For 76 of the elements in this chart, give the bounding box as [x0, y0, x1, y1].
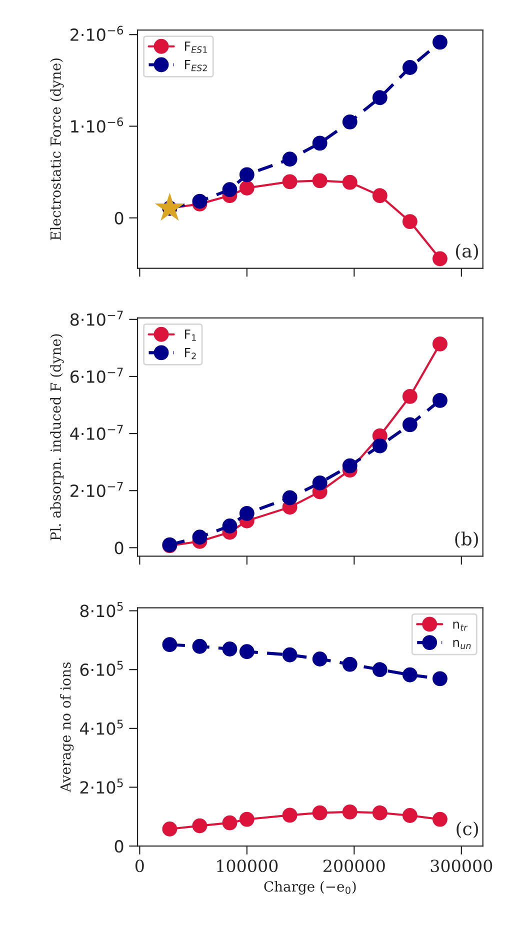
point — [312, 136, 328, 151]
y-tick-label: 2·10$^{−6}$ — [70, 26, 124, 42]
legend-label: n$_{tr}$ — [453, 622, 468, 631]
point — [222, 518, 238, 534]
point — [239, 644, 254, 660]
point — [372, 188, 388, 204]
point — [222, 182, 238, 198]
point — [432, 671, 448, 686]
point — [312, 805, 328, 820]
point — [222, 642, 238, 656]
point — [402, 388, 418, 404]
annotation: (b) — [455, 532, 478, 548]
point — [432, 336, 448, 352]
point — [432, 34, 448, 50]
point — [162, 822, 178, 836]
point — [282, 174, 298, 190]
y-tick-label: 1·10$^{−6}$ — [71, 117, 124, 133]
annotation: (a) — [456, 244, 478, 260]
point — [239, 812, 254, 827]
y-tick-label: 6·10$^{5}$ — [80, 660, 123, 676]
y-tick-label: 6·10$^{−7}$ — [70, 368, 123, 383]
point — [312, 173, 328, 188]
y-tick-label: 2·10$^{−7}$ — [70, 482, 123, 498]
point — [432, 812, 448, 827]
y-tick-label: 8·10$^{5}$ — [80, 602, 123, 618]
point — [342, 804, 358, 820]
point — [342, 174, 358, 190]
annotation: (c) — [456, 821, 478, 838]
y-tick-label: 0 — [114, 542, 124, 554]
legend-label: F$_{ES2}$ — [185, 60, 207, 72]
point — [162, 637, 178, 652]
point — [282, 152, 298, 167]
x-axis-title: Charge (−e$_{0}$) — [264, 880, 356, 895]
y-tick-label: 8·10$^{−7}$ — [70, 310, 123, 326]
point — [312, 475, 328, 490]
legend-label: F$_{1}$ — [185, 330, 196, 341]
point — [312, 652, 328, 666]
x-tick-label: 100000 — [217, 860, 278, 872]
point — [239, 180, 254, 196]
point — [342, 114, 358, 130]
point — [372, 90, 388, 106]
point — [402, 214, 418, 229]
point — [372, 662, 388, 678]
y-tick-label: 0 — [114, 840, 124, 853]
legend-label: F$_{ES1}$ — [185, 42, 207, 53]
point — [282, 647, 298, 662]
point — [402, 667, 418, 682]
x-tick-label: 0 — [135, 860, 144, 872]
point — [239, 506, 254, 521]
point — [372, 805, 388, 820]
y-tick-label: 4·10$^{5}$ — [80, 720, 123, 735]
point — [282, 490, 298, 506]
y-axis-title: Electrostatic Force (dyne) — [50, 58, 64, 240]
point — [342, 656, 358, 672]
point — [192, 638, 208, 654]
legend-label: n$_{un}$ — [453, 640, 471, 650]
y-axis-title: Average no of ions — [60, 662, 74, 792]
y-axis-title: Pl. absorpn. induced F (dyne) — [50, 334, 64, 540]
y-tick-label: 2·10$^{5}$ — [80, 778, 123, 794]
point — [402, 808, 418, 823]
legend-label: F$_{2}$ — [185, 348, 196, 360]
y-tick-label: 0 — [114, 212, 124, 224]
point — [282, 808, 298, 823]
x-tick-label: 200000 — [323, 860, 385, 872]
point — [432, 392, 448, 408]
point — [192, 530, 208, 545]
point — [402, 60, 418, 75]
point — [222, 815, 238, 830]
point — [239, 167, 254, 182]
point — [432, 251, 448, 266]
point — [372, 438, 388, 454]
y-tick-label: 4·10$^{−7}$ — [70, 424, 123, 440]
point — [342, 458, 358, 474]
point — [402, 417, 418, 432]
point — [192, 818, 208, 834]
x-tick-label: 300000 — [430, 860, 492, 872]
